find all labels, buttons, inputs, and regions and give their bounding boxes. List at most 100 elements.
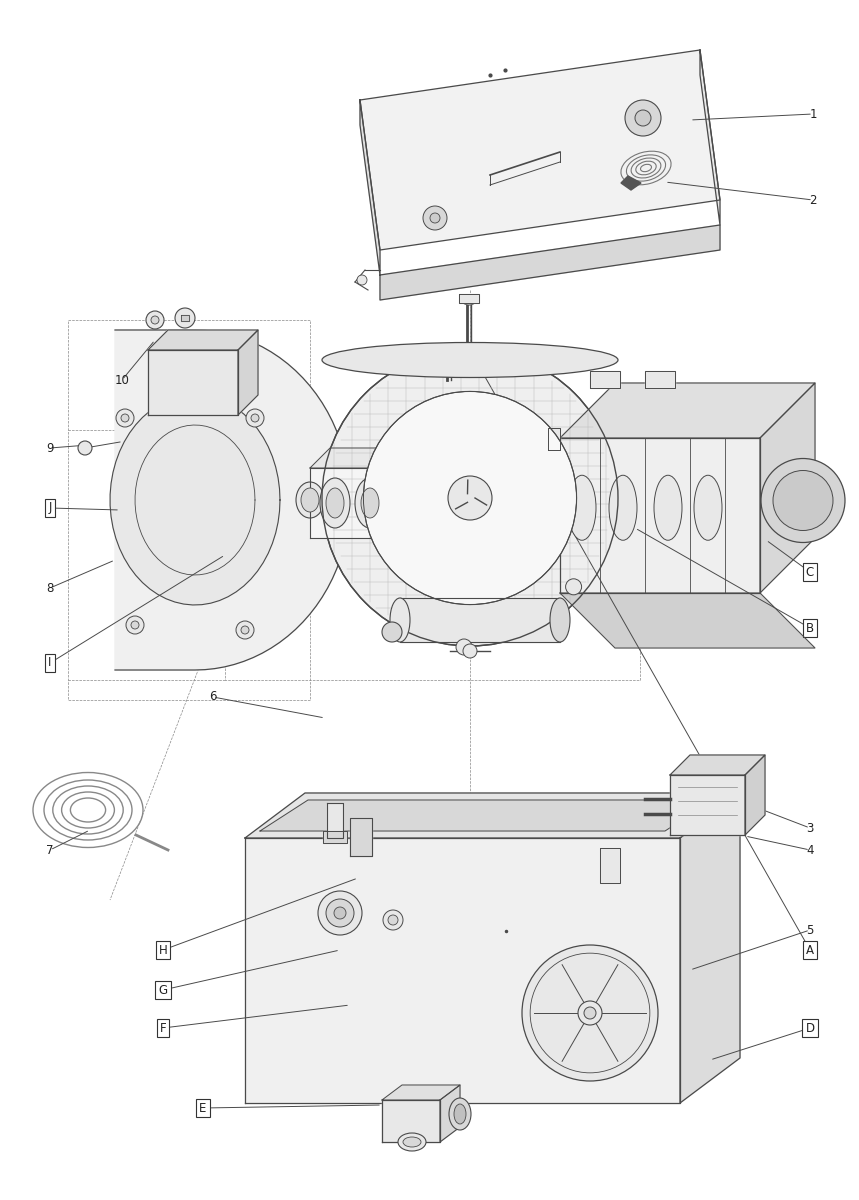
Circle shape — [146, 311, 164, 329]
Ellipse shape — [403, 1138, 421, 1147]
Polygon shape — [382, 1085, 460, 1100]
Text: 6: 6 — [210, 690, 216, 703]
Polygon shape — [560, 383, 815, 438]
Polygon shape — [115, 330, 350, 670]
Ellipse shape — [398, 1133, 426, 1151]
Text: 11: 11 — [155, 372, 169, 384]
Circle shape — [121, 414, 129, 422]
Text: E: E — [199, 1102, 207, 1115]
Ellipse shape — [568, 475, 596, 540]
Circle shape — [326, 899, 354, 926]
Circle shape — [334, 907, 346, 919]
Circle shape — [423, 206, 447, 230]
Polygon shape — [382, 1100, 440, 1142]
Polygon shape — [148, 330, 258, 350]
Circle shape — [382, 622, 402, 642]
Ellipse shape — [449, 1098, 471, 1130]
Polygon shape — [459, 294, 479, 302]
Circle shape — [246, 409, 264, 427]
Polygon shape — [110, 395, 280, 605]
Polygon shape — [560, 593, 815, 648]
Circle shape — [635, 110, 651, 126]
Polygon shape — [360, 100, 380, 275]
Polygon shape — [245, 838, 680, 1103]
Polygon shape — [260, 800, 713, 830]
Ellipse shape — [694, 475, 722, 540]
Ellipse shape — [361, 488, 379, 518]
Circle shape — [151, 316, 159, 324]
Polygon shape — [548, 428, 560, 450]
Text: G: G — [158, 984, 168, 996]
Ellipse shape — [454, 1104, 466, 1124]
Text: 4: 4 — [807, 844, 813, 857]
Circle shape — [584, 1007, 596, 1019]
Polygon shape — [590, 371, 620, 388]
Circle shape — [430, 214, 440, 223]
Polygon shape — [238, 330, 258, 415]
Polygon shape — [670, 775, 745, 835]
Circle shape — [383, 910, 403, 930]
Circle shape — [131, 622, 139, 629]
Polygon shape — [440, 1085, 460, 1142]
Polygon shape — [400, 448, 420, 538]
Ellipse shape — [550, 598, 570, 642]
Circle shape — [578, 1001, 602, 1025]
Circle shape — [241, 626, 249, 634]
Ellipse shape — [320, 478, 350, 528]
Polygon shape — [700, 50, 720, 226]
Polygon shape — [600, 848, 620, 883]
Text: B: B — [806, 622, 814, 635]
Ellipse shape — [301, 488, 319, 512]
Text: 10: 10 — [114, 373, 130, 386]
Ellipse shape — [326, 488, 344, 518]
Circle shape — [251, 414, 259, 422]
Circle shape — [565, 578, 582, 595]
Polygon shape — [327, 803, 343, 838]
Polygon shape — [645, 371, 675, 388]
Polygon shape — [760, 383, 815, 593]
Circle shape — [318, 890, 362, 935]
Ellipse shape — [390, 598, 410, 642]
Polygon shape — [310, 448, 420, 468]
Polygon shape — [360, 50, 720, 250]
Polygon shape — [560, 438, 760, 593]
Text: 1: 1 — [809, 108, 817, 120]
Text: C: C — [806, 565, 814, 578]
Circle shape — [236, 622, 254, 638]
Circle shape — [463, 644, 477, 658]
Ellipse shape — [322, 342, 618, 378]
Polygon shape — [350, 818, 372, 856]
Circle shape — [126, 616, 144, 634]
Polygon shape — [323, 830, 347, 842]
Circle shape — [322, 350, 618, 646]
Circle shape — [625, 100, 661, 136]
Text: 9: 9 — [46, 442, 54, 455]
Text: 7: 7 — [46, 844, 54, 857]
Circle shape — [388, 914, 398, 925]
Circle shape — [175, 308, 195, 328]
Polygon shape — [245, 793, 740, 838]
Text: H: H — [159, 943, 168, 956]
Ellipse shape — [296, 482, 324, 518]
Text: 3: 3 — [807, 822, 813, 834]
Polygon shape — [670, 755, 765, 775]
Polygon shape — [148, 350, 238, 415]
Text: D: D — [806, 1021, 814, 1034]
Polygon shape — [745, 755, 765, 835]
Polygon shape — [680, 793, 740, 1103]
Ellipse shape — [609, 475, 637, 540]
Circle shape — [357, 275, 367, 284]
Circle shape — [448, 476, 492, 520]
Text: I: I — [48, 656, 52, 670]
Text: 5: 5 — [807, 924, 813, 936]
Circle shape — [78, 440, 92, 455]
Circle shape — [456, 638, 472, 655]
Circle shape — [773, 470, 833, 530]
Circle shape — [363, 391, 576, 605]
Ellipse shape — [355, 478, 385, 528]
Ellipse shape — [654, 475, 682, 540]
Polygon shape — [400, 598, 560, 642]
Circle shape — [116, 409, 134, 427]
Polygon shape — [310, 468, 400, 538]
Polygon shape — [181, 314, 189, 320]
